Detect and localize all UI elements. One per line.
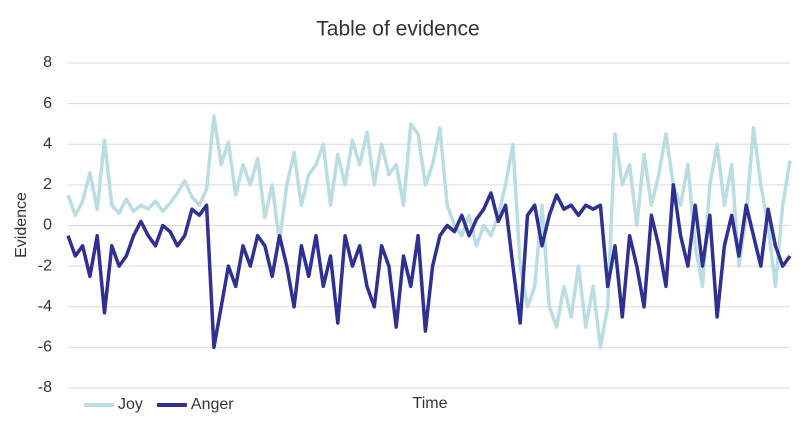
y-axis-label: Evidence [13,192,30,258]
y-tick-label: -2 [38,257,52,274]
chart-title: Table of evidence [316,18,479,41]
legend-label: Anger [191,396,234,413]
series-line [66,183,792,350]
y-tick-label: 0 [43,217,52,234]
y-tick-label: -4 [38,298,52,315]
y-tick-label: -6 [38,339,52,356]
x-axis-label: Time [413,395,448,412]
y-tick-label: 4 [43,135,52,152]
series-line [66,114,792,350]
legend-label: Joy [118,396,143,413]
y-tick-label: 2 [43,176,52,193]
y-tick-label: -8 [38,379,52,396]
y-tick-label: 8 [43,54,52,71]
y-tick-label: 6 [43,95,52,112]
